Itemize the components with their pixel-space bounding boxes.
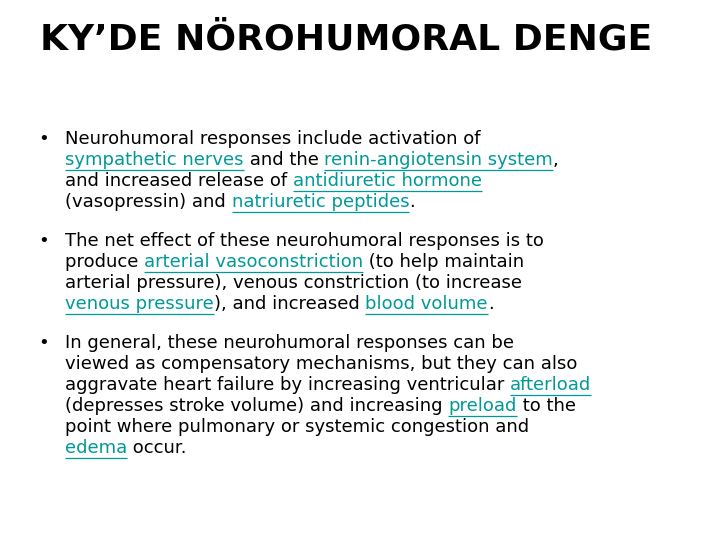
Text: and the: and the	[243, 151, 324, 169]
Text: produce: produce	[65, 253, 144, 271]
Text: occur.: occur.	[127, 439, 186, 457]
Text: •: •	[38, 232, 49, 250]
Text: to the: to the	[517, 397, 575, 415]
Text: sympathetic nerves: sympathetic nerves	[65, 151, 243, 169]
Text: antidiuretic hormone: antidiuretic hormone	[293, 172, 482, 190]
Text: KY’DE NÖROHUMORAL DENGE: KY’DE NÖROHUMORAL DENGE	[40, 22, 652, 56]
Text: Neurohumoral responses include activation of: Neurohumoral responses include activatio…	[65, 130, 486, 148]
Text: arterial pressure), venous constriction (to increase: arterial pressure), venous constriction …	[65, 274, 522, 292]
Text: natriuretic peptides: natriuretic peptides	[232, 193, 409, 211]
Text: preload: preload	[449, 397, 517, 415]
Text: (depresses stroke volume) and increasing: (depresses stroke volume) and increasing	[65, 397, 449, 415]
Text: viewed as compensatory mechanisms, but they can also: viewed as compensatory mechanisms, but t…	[65, 355, 577, 373]
Text: The net effect of these neurohumoral responses is to: The net effect of these neurohumoral res…	[65, 232, 544, 250]
Text: afterload: afterload	[510, 376, 591, 394]
Text: arterial vasoconstriction: arterial vasoconstriction	[144, 253, 364, 271]
Text: renin-angiotensin system: renin-angiotensin system	[324, 151, 553, 169]
Text: •: •	[38, 130, 49, 148]
Text: ,: ,	[553, 151, 559, 169]
Text: .: .	[487, 295, 493, 313]
Text: (to help maintain: (to help maintain	[364, 253, 524, 271]
Text: In general, these neurohumoral responses can be: In general, these neurohumoral responses…	[65, 334, 514, 352]
Text: aggravate heart failure by increasing ventricular: aggravate heart failure by increasing ve…	[65, 376, 510, 394]
Text: ), and increased: ), and increased	[214, 295, 365, 313]
Text: .: .	[409, 193, 415, 211]
Text: (vasopressin) and: (vasopressin) and	[65, 193, 232, 211]
Text: venous pressure: venous pressure	[65, 295, 214, 313]
Text: blood volume: blood volume	[365, 295, 487, 313]
Text: and increased release of: and increased release of	[65, 172, 293, 190]
Text: edema: edema	[65, 439, 127, 457]
Text: •: •	[38, 334, 49, 352]
Text: point where pulmonary or systemic congestion and: point where pulmonary or systemic conges…	[65, 418, 529, 436]
